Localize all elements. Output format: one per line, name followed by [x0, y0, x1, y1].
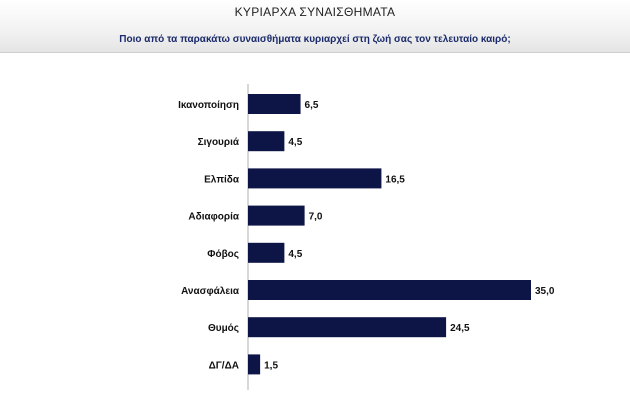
data-label: 7,0 — [309, 212, 323, 223]
category-label: Θυμός — [208, 323, 239, 334]
bar — [248, 131, 285, 152]
chart-header: ΚΥΡΙΑΡΧΑ ΣΥΝΑΙΣΘΗΜΑΤΑ Ποιο από τα παρακά… — [0, 0, 630, 53]
category-label: Ανασφάλεια — [181, 286, 240, 297]
category-label: Σιγουριά — [198, 137, 240, 148]
data-label: 6,5 — [305, 100, 319, 111]
data-label: 35,0 — [535, 286, 555, 297]
data-label: 24,5 — [450, 323, 470, 334]
bar — [248, 317, 447, 338]
category-label: Φόβος — [207, 249, 239, 260]
data-label: 4,5 — [288, 137, 302, 148]
data-label: 1,5 — [264, 360, 278, 371]
category-label: Ελπίδα — [204, 174, 240, 185]
category-label: Αδιαφορία — [188, 212, 239, 223]
bar — [248, 242, 285, 263]
bar — [248, 280, 531, 300]
bar — [248, 168, 382, 189]
bar — [248, 354, 261, 375]
chart-subtitle: Ποιο από τα παρακάτω συναισθήματα κυριαρ… — [119, 34, 511, 45]
bar — [248, 94, 301, 114]
bar — [248, 205, 305, 226]
data-label: 4,5 — [288, 249, 302, 260]
category-label: Ικανοποίηση — [178, 100, 239, 111]
chart-title: ΚΥΡΙΑΡΧΑ ΣΥΝΑΙΣΘΗΜΑΤΑ — [234, 5, 396, 19]
category-label: ΔΓ/ΔΑ — [209, 360, 239, 371]
data-label: 16,5 — [385, 174, 405, 185]
